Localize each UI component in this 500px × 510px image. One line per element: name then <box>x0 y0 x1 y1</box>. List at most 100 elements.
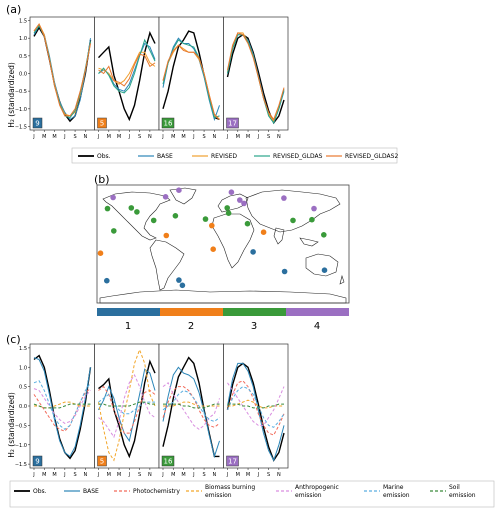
legend-label: emission <box>449 492 476 499</box>
site-marker-cluster-1 <box>281 268 288 275</box>
x-tick-label: N <box>148 134 152 140</box>
y-tick-label: 0.0 <box>19 404 27 410</box>
site-marker-cluster-3 <box>104 205 111 212</box>
x-tick-label: N <box>83 134 87 140</box>
x-tick-label: J <box>32 134 34 140</box>
legend-label: emission <box>383 492 410 499</box>
panel-b-label: (b) <box>94 173 110 186</box>
legend-c-frame <box>9 480 495 508</box>
series-line-revised-gldas2 <box>33 23 91 117</box>
site-badge <box>161 117 175 129</box>
legend-label: REVISED_GLDAS <box>273 153 323 160</box>
site-badge-label: 17 <box>228 458 237 466</box>
legend-label: Biomass burning <box>205 484 255 491</box>
panel-a-subplot-site-9: J M M J S N 9 <box>29 16 95 140</box>
y-tick-label: 0.0 <box>19 72 27 78</box>
cluster-label-2: 2 <box>188 321 194 332</box>
site-badge-label: 9 <box>35 458 39 466</box>
site-marker-cluster-4 <box>228 189 235 195</box>
x-tick-label: J <box>192 472 194 478</box>
series-line-biomass-burning-emission <box>98 348 156 462</box>
series-line-revised-gldas2 <box>98 53 156 87</box>
site-badge-label: 16 <box>164 120 173 128</box>
legend-label: emission <box>295 492 322 499</box>
x-tick-label: S <box>202 134 205 140</box>
x-tick-label: S <box>267 472 270 478</box>
cluster-label-3: 3 <box>251 321 257 332</box>
site-marker-cluster-4 <box>176 187 182 193</box>
site-badge-label: 17 <box>228 120 237 128</box>
y-tick-label: 1.0 <box>19 365 27 371</box>
x-tick-label: J <box>161 134 163 140</box>
series-line-base <box>162 366 220 459</box>
site-marker-cluster-3 <box>134 209 140 215</box>
legend-a-frame <box>71 147 398 164</box>
x-tick-label: M <box>42 472 46 478</box>
site-marker-cluster-3 <box>321 232 327 238</box>
site-marker-cluster-4 <box>237 197 243 203</box>
y-tick-label: −0.5 <box>15 423 27 429</box>
cluster-label-1: 1 <box>125 321 131 332</box>
site-marker-cluster-4 <box>110 194 116 201</box>
panel-a-label: (a) <box>6 3 21 16</box>
site-badge-label: 9 <box>35 120 39 128</box>
y-tick-label: −0.5 <box>15 89 27 95</box>
x-tick-label: J <box>32 472 34 478</box>
panel-a-subplot-site-17: J M M J S N 17 <box>223 16 289 140</box>
y-tick-label: 1.5 <box>19 346 27 352</box>
site-marker-cluster-3 <box>290 217 296 224</box>
x-tick-label: J <box>128 472 130 478</box>
map-frame <box>96 184 350 304</box>
panel-c-subplot-site-5: J M M J S N 5 <box>94 343 160 478</box>
x-tick-label: S <box>138 472 141 478</box>
y-tick-label: −1.0 <box>15 107 27 113</box>
x-tick-label: S <box>73 134 76 140</box>
site-marker-cluster-3 <box>111 228 117 234</box>
subplot-frame <box>94 16 160 131</box>
y-tick-label: 1.0 <box>19 36 27 42</box>
x-tick-label: J <box>63 134 65 140</box>
colorbar-segment-1 <box>97 308 160 316</box>
x-tick-label: N <box>277 472 281 478</box>
site-marker-cluster-1 <box>250 249 256 255</box>
x-tick-label: M <box>107 472 111 478</box>
x-tick-label: J <box>128 134 130 140</box>
legend-panel-a: Obs. BASE REVISED REVISED_GLDAS REVISED_GLDA… <box>71 147 398 164</box>
x-tick-label: N <box>277 134 281 140</box>
legend-label: REVISED_GLDAS2 <box>345 153 398 160</box>
site-marker-cluster-1 <box>179 282 186 289</box>
x-tick-label: S <box>267 134 270 140</box>
ylabel-c: H₂ (standardized) <box>7 392 16 458</box>
colorbar-segment-4 <box>286 308 349 316</box>
y-tick-label: 0.5 <box>19 54 27 60</box>
site-marker-cluster-4 <box>162 194 169 200</box>
x-tick-label: M <box>246 134 250 140</box>
y-tick-label: 1.5 <box>19 19 27 25</box>
x-tick-label: M <box>117 134 121 140</box>
site-marker-cluster-3 <box>202 216 209 222</box>
series-line-marine-emission <box>162 389 220 423</box>
x-tick-label: S <box>138 134 141 140</box>
panel-a-subplot-site-5: J M M J S N 5 <box>94 16 160 140</box>
x-tick-label: M <box>42 134 46 140</box>
x-tick-label: N <box>83 472 87 478</box>
x-tick-label: J <box>257 134 259 140</box>
subplot-frame <box>223 343 289 469</box>
colorbar-segment-2 <box>160 308 223 316</box>
site-badge <box>32 455 43 467</box>
series-line-anthropogenic-emission <box>98 373 156 439</box>
site-badge-label: 5 <box>100 458 104 466</box>
x-tick-label: M <box>246 472 250 478</box>
legend-label: Marine <box>383 484 404 491</box>
x-tick-label: J <box>97 472 99 478</box>
site-marker-cluster-1 <box>176 277 182 283</box>
x-tick-label: M <box>181 472 185 478</box>
site-marker-cluster-1 <box>321 267 328 274</box>
cluster-label-4: 4 <box>314 321 320 332</box>
subplot-frame <box>223 16 289 131</box>
x-tick-label: S <box>202 472 205 478</box>
